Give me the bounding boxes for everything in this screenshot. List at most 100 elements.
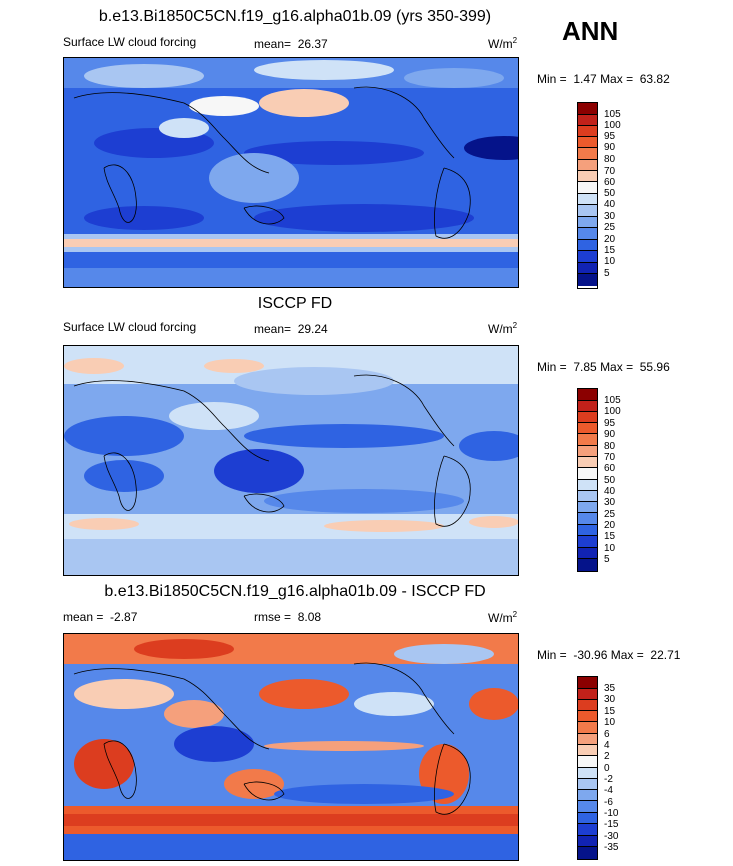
- panel2-colorbar-label: 20: [604, 520, 616, 531]
- panel2-colorbar-swatch: [578, 491, 597, 502]
- panel1-colorbar-label: 5: [604, 268, 610, 279]
- panel2-colorbar-swatch: [578, 434, 597, 446]
- panel1-colorbar-swatch: [578, 148, 597, 160]
- panel2-units: W/m2: [488, 321, 518, 336]
- panel3-colorbar-swatch: [578, 824, 597, 836]
- panel1-colorbar-label: 10: [604, 256, 616, 267]
- panel2-colorbar-label: 25: [604, 509, 616, 520]
- panel3-colorbar-swatch: [578, 801, 597, 813]
- panel2-colorbar-swatch: [578, 536, 597, 548]
- panel3-rmse: rmse = 8.08: [254, 610, 322, 624]
- panel2-mean: mean= 29.24: [254, 322, 328, 336]
- panel1-colorbar: [577, 102, 598, 289]
- panel1-min-max: Min = 1.47 Max = 63.82: [537, 72, 670, 86]
- panel3-colorbar-swatch: [578, 813, 597, 824]
- panel3-colorbar-swatch: [578, 847, 597, 859]
- panel1-colorbar-label: 40: [604, 199, 616, 210]
- panel1-colorbar-swatch: [578, 126, 597, 137]
- panel2-colorbar-swatch: [578, 559, 597, 571]
- panel1-colorbar-label: 30: [604, 211, 616, 222]
- panel1-colorbar-swatch: [578, 251, 597, 263]
- panel1-colorbar-swatch: [578, 137, 597, 148]
- panel1-colorbar-swatch: [578, 182, 597, 194]
- panel3-colorbar-label: 10: [604, 717, 616, 728]
- panel2-colorbar-swatch: [578, 457, 597, 468]
- panel2-colorbar-swatch: [578, 468, 597, 480]
- panel2-colorbar-swatch: [578, 548, 597, 559]
- panel2-colorbar-swatch: [578, 513, 597, 525]
- panel3-colorbar-label: 4: [604, 740, 610, 751]
- panel3-colorbar-label: -10: [604, 808, 619, 819]
- panel3-map: [63, 633, 519, 861]
- season-label: ANN: [562, 16, 619, 46]
- panel1-colorbar-swatch: [578, 205, 597, 217]
- panel1-colorbar-label: 80: [604, 154, 616, 165]
- panel2-colorbar-label: 15: [604, 531, 616, 542]
- panel2-colorbar-swatch: [578, 525, 597, 536]
- panel2-colorbar-swatch: [578, 480, 597, 491]
- panel3-colorbar-swatch: [578, 756, 597, 768]
- panel1-colorbar-swatch: [578, 160, 597, 171]
- panel1-colorbar-swatch: [578, 103, 597, 115]
- panel1-colorbar-label: 15: [604, 245, 616, 256]
- panel3-colorbar-swatch: [578, 768, 597, 779]
- panel3-colorbar-label: -15: [604, 819, 619, 830]
- panel3-colorbar: [577, 676, 598, 860]
- panel1-colorbar-swatch: [578, 194, 597, 205]
- panel3-colorbar-label: -35: [604, 842, 619, 853]
- panel3-mean: mean = -2.87: [63, 610, 138, 624]
- panel3-colorbar-swatch: [578, 779, 597, 790]
- panel3-min-max: Min = -30.96 Max = 22.71: [537, 648, 681, 662]
- panel1-colorbar-label: 95: [604, 131, 616, 142]
- panel2-colorbar-swatch: [578, 412, 597, 423]
- panel1-title: b.e13.Bi1850C5CN.f19_g16.alpha01b.09 (yr…: [98, 8, 492, 25]
- panel1-colorbar-swatch: [578, 171, 597, 182]
- panel2-colorbar-swatch: [578, 502, 597, 513]
- panel3-title: b.e13.Bi1850C5CN.f19_g16.alpha01b.09 - I…: [104, 583, 486, 600]
- panel1-colorbar-label: 100: [604, 120, 621, 131]
- panel2-colorbar-label: 70: [604, 452, 616, 463]
- panel2-colorbar-swatch: [578, 423, 597, 434]
- panel1-colorbar-swatch: [578, 263, 597, 274]
- panel3-colorbar-swatch: [578, 722, 597, 734]
- panel3-colorbar-label: 0: [604, 763, 610, 774]
- panel1-colorbar-label: 60: [604, 177, 616, 188]
- panel1-colorbar-swatch: [578, 217, 597, 228]
- panel2-colorbar-label: 105: [604, 395, 621, 406]
- panel1-colorbar-swatch: [578, 115, 597, 126]
- panel2-colorbar-label: 60: [604, 463, 616, 474]
- panel1-mean: mean= 26.37: [254, 37, 328, 51]
- panel3-colorbar-label: -4: [604, 785, 613, 796]
- panel2-variable-label: Surface LW cloud forcing: [63, 320, 197, 334]
- panel3-colorbar-swatch: [578, 711, 597, 722]
- panel2-colorbar-label: 95: [604, 418, 616, 429]
- panel3-colorbar-label: -6: [604, 797, 613, 808]
- panel3-colorbar-swatch: [578, 677, 597, 689]
- panel1-colorbar-label: 90: [604, 142, 616, 153]
- panel2-colorbar-label: 100: [604, 406, 621, 417]
- panel1-variable-label: Surface LW cloud forcing: [63, 35, 197, 49]
- panel1-map: [63, 57, 519, 288]
- panel2-min-max: Min = 7.85 Max = 55.96: [537, 360, 670, 374]
- panel3-colorbar-swatch: [578, 689, 597, 700]
- panel3-colorbar-label: 35: [604, 683, 616, 694]
- panel3-colorbar-swatch: [578, 836, 597, 847]
- panel2-colorbar-label: 5: [604, 554, 610, 565]
- panel2-colorbar-label: 10: [604, 543, 616, 554]
- panel3-colorbar-swatch: [578, 790, 597, 801]
- panel1-colorbar-label: 70: [604, 166, 616, 177]
- panel2-colorbar-label: 30: [604, 497, 616, 508]
- panel2-map: [63, 345, 519, 576]
- panel3-colorbar-label: 15: [604, 706, 616, 717]
- panel2-colorbar-swatch: [578, 401, 597, 412]
- panel1-units: W/m2: [488, 36, 518, 51]
- panel3-units: W/m2: [488, 610, 518, 625]
- panel3-colorbar-label: 2: [604, 751, 610, 762]
- panel3-colorbar-swatch: [578, 700, 597, 711]
- panel2-colorbar-swatch: [578, 389, 597, 401]
- panel2-colorbar-label: 80: [604, 441, 616, 452]
- panel1-colorbar-label: 105: [604, 109, 621, 120]
- panel2-colorbar-swatch: [578, 446, 597, 457]
- panel3-colorbar-label: 6: [604, 729, 610, 740]
- panel1-colorbar-swatch: [578, 274, 597, 286]
